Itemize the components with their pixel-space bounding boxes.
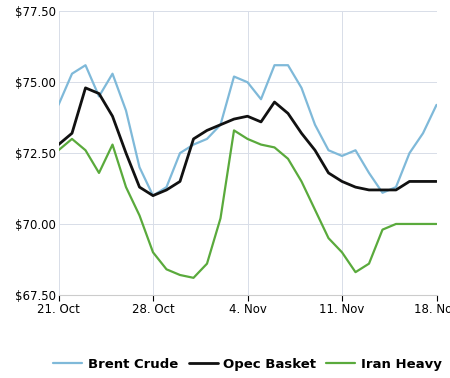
Brent Crude xyxy=(96,94,102,99)
Brent Crude xyxy=(218,122,223,127)
Opec Basket xyxy=(204,128,210,133)
Brent Crude xyxy=(339,153,345,158)
Line: Iran Heavy: Iran Heavy xyxy=(58,130,436,278)
Brent Crude xyxy=(272,63,277,68)
Iran Heavy xyxy=(366,262,372,266)
Opec Basket xyxy=(96,91,102,96)
Iran Heavy xyxy=(258,142,264,147)
Iran Heavy xyxy=(123,185,129,189)
Brent Crude xyxy=(150,193,156,198)
Line: Brent Crude: Brent Crude xyxy=(58,65,436,195)
Iran Heavy xyxy=(285,156,291,161)
Iran Heavy xyxy=(339,250,345,254)
Opec Basket xyxy=(312,148,318,152)
Iran Heavy xyxy=(69,136,75,141)
Iran Heavy xyxy=(326,236,331,240)
Iran Heavy xyxy=(191,276,196,280)
Opec Basket xyxy=(285,111,291,116)
Brent Crude xyxy=(123,108,129,113)
Opec Basket xyxy=(218,122,223,127)
Opec Basket xyxy=(69,131,75,135)
Opec Basket xyxy=(353,185,358,189)
Opec Basket xyxy=(272,100,277,104)
Opec Basket xyxy=(150,193,156,198)
Opec Basket xyxy=(110,114,115,118)
Opec Basket xyxy=(83,86,88,90)
Iran Heavy xyxy=(137,213,142,218)
Iran Heavy xyxy=(312,208,318,212)
Brent Crude xyxy=(299,86,304,90)
Brent Crude xyxy=(204,136,210,141)
Opec Basket xyxy=(434,179,439,184)
Iran Heavy xyxy=(177,273,183,277)
Opec Basket xyxy=(366,187,372,192)
Opec Basket xyxy=(191,136,196,141)
Brent Crude xyxy=(393,185,399,189)
Brent Crude xyxy=(110,71,115,76)
Brent Crude xyxy=(326,148,331,152)
Opec Basket xyxy=(258,119,264,124)
Opec Basket xyxy=(123,151,129,155)
Iran Heavy xyxy=(407,222,412,226)
Brent Crude xyxy=(137,165,142,169)
Opec Basket xyxy=(245,114,250,118)
Opec Basket xyxy=(393,187,399,192)
Iran Heavy xyxy=(150,250,156,254)
Opec Basket xyxy=(326,170,331,175)
Iran Heavy xyxy=(231,128,237,133)
Brent Crude xyxy=(366,170,372,175)
Iran Heavy xyxy=(299,179,304,184)
Opec Basket xyxy=(231,117,237,121)
Iran Heavy xyxy=(110,142,115,147)
Iran Heavy xyxy=(204,262,210,266)
Opec Basket xyxy=(177,179,183,184)
Brent Crude xyxy=(231,74,237,79)
Opec Basket xyxy=(339,179,345,184)
Iran Heavy xyxy=(218,216,223,220)
Opec Basket xyxy=(56,142,61,147)
Brent Crude xyxy=(312,122,318,127)
Legend: Brent Crude, Opec Basket, Iran Heavy: Brent Crude, Opec Basket, Iran Heavy xyxy=(48,352,447,376)
Iran Heavy xyxy=(434,222,439,226)
Opec Basket xyxy=(420,179,426,184)
Iran Heavy xyxy=(393,222,399,226)
Iran Heavy xyxy=(420,222,426,226)
Brent Crude xyxy=(164,185,169,189)
Brent Crude xyxy=(83,63,88,68)
Iran Heavy xyxy=(164,267,169,271)
Brent Crude xyxy=(177,151,183,155)
Line: Opec Basket: Opec Basket xyxy=(58,88,436,195)
Brent Crude xyxy=(407,151,412,155)
Iran Heavy xyxy=(380,227,385,232)
Brent Crude xyxy=(258,97,264,101)
Opec Basket xyxy=(137,185,142,189)
Brent Crude xyxy=(245,80,250,84)
Brent Crude xyxy=(56,102,61,107)
Opec Basket xyxy=(407,179,412,184)
Brent Crude xyxy=(420,131,426,135)
Brent Crude xyxy=(353,148,358,152)
Iran Heavy xyxy=(96,170,102,175)
Opec Basket xyxy=(380,187,385,192)
Opec Basket xyxy=(299,131,304,135)
Iran Heavy xyxy=(83,148,88,152)
Brent Crude xyxy=(380,191,385,195)
Iran Heavy xyxy=(245,136,250,141)
Brent Crude xyxy=(191,142,196,147)
Iran Heavy xyxy=(56,148,61,152)
Opec Basket xyxy=(164,187,169,192)
Brent Crude xyxy=(285,63,291,68)
Iran Heavy xyxy=(353,270,358,274)
Brent Crude xyxy=(434,102,439,107)
Iran Heavy xyxy=(272,145,277,150)
Brent Crude xyxy=(69,71,75,76)
